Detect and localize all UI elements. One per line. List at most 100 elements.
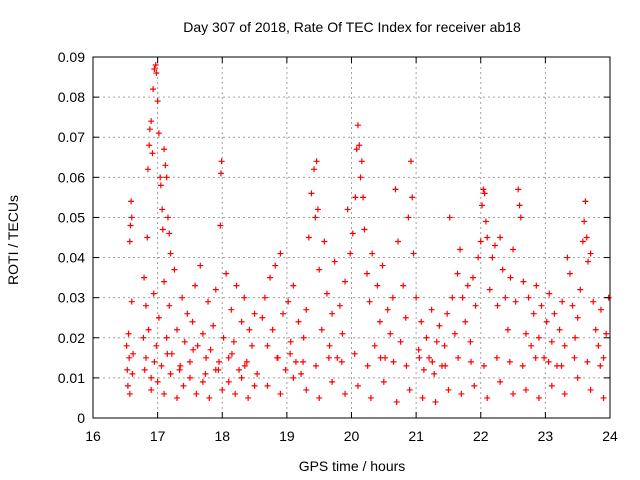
data-point [146, 126, 153, 133]
data-point [502, 294, 509, 301]
x-tick-label: 20 [344, 428, 360, 444]
data-point [272, 262, 279, 269]
data-point [484, 234, 491, 241]
data-point [290, 282, 297, 289]
data-point [323, 290, 330, 297]
data-point [141, 274, 148, 281]
data-point [146, 142, 153, 149]
data-point [144, 234, 151, 241]
data-point [493, 354, 500, 361]
data-point [225, 354, 232, 361]
data-point [455, 354, 462, 361]
data-point [449, 294, 456, 301]
data-point [377, 354, 384, 361]
data-point [279, 310, 286, 317]
data-point [342, 390, 349, 397]
data-point [504, 326, 511, 333]
x-tick-label: 23 [538, 428, 554, 444]
data-point [600, 354, 607, 361]
data-point [216, 358, 223, 365]
data-point [179, 294, 186, 301]
data-point [371, 342, 378, 349]
data-point [429, 358, 436, 365]
data-point [189, 318, 196, 325]
data-point [290, 374, 297, 381]
data-point [477, 238, 484, 245]
data-point [161, 390, 168, 397]
data-point [153, 342, 160, 349]
data-point [475, 254, 482, 261]
data-point [285, 298, 292, 305]
data-point [228, 350, 235, 357]
data-point [177, 362, 184, 369]
data-point [157, 182, 164, 189]
data-point [126, 238, 133, 245]
data-point [491, 242, 498, 249]
data-point [548, 382, 555, 389]
data-point [353, 146, 360, 153]
data-point [150, 86, 157, 93]
y-tick-label: 0.07 [58, 129, 85, 145]
data-point [387, 330, 394, 337]
data-point [583, 234, 590, 241]
data-point [506, 358, 513, 365]
data-point [497, 234, 504, 241]
data-point [220, 334, 227, 341]
data-point [292, 358, 299, 365]
data-point [577, 286, 584, 293]
data-point [347, 250, 354, 257]
data-point [344, 206, 351, 213]
data-point [574, 314, 581, 321]
data-point [603, 330, 610, 337]
data-point [128, 214, 135, 221]
data-point [464, 282, 471, 289]
data-point [151, 358, 158, 365]
data-point [181, 338, 188, 345]
data-point [479, 202, 486, 209]
data-point [219, 386, 226, 393]
data-point [384, 306, 391, 313]
y-tick-label: 0.05 [58, 209, 85, 225]
data-point [600, 394, 607, 401]
data-point [520, 278, 527, 285]
data-point [364, 270, 371, 277]
data-point [207, 346, 214, 353]
data-point [532, 354, 539, 361]
data-point [489, 254, 496, 261]
data-point [129, 370, 136, 377]
data-point [145, 326, 152, 333]
data-point [246, 326, 253, 333]
data-point [312, 362, 319, 369]
data-point [190, 346, 197, 353]
data-point [159, 226, 166, 233]
data-point [318, 326, 325, 333]
data-point [454, 270, 461, 277]
data-point [413, 294, 420, 301]
data-point [459, 294, 466, 301]
data-point [154, 98, 161, 105]
data-point [389, 294, 396, 301]
data-point [176, 366, 183, 373]
data-point [356, 142, 363, 149]
data-point [127, 222, 134, 229]
data-point [522, 386, 529, 393]
data-point [369, 250, 376, 257]
data-point [433, 338, 440, 345]
data-point [238, 374, 245, 381]
data-point [471, 382, 478, 389]
data-point [409, 194, 416, 201]
data-point [507, 274, 514, 281]
data-point [142, 302, 149, 309]
data-point [144, 166, 151, 173]
data-point [352, 194, 359, 201]
data-point [571, 354, 578, 361]
data-point [313, 158, 320, 165]
data-point [241, 362, 248, 369]
data-point [223, 270, 230, 277]
data-point [431, 370, 438, 377]
data-point [510, 390, 517, 397]
data-point [298, 370, 305, 377]
data-point [441, 342, 448, 349]
data-point [158, 362, 165, 369]
data-point [446, 214, 453, 221]
